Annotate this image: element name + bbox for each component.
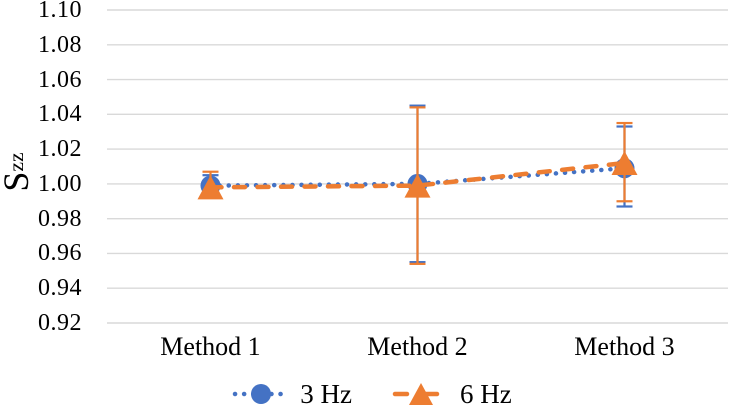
marker-6hz-1 [197, 175, 224, 200]
legend-label-3hz: 3 Hz [300, 378, 352, 409]
y-tick-label-0.98: 0.98 [38, 205, 82, 232]
y-tick-label-1.02: 1.02 [38, 136, 82, 163]
marker-6hz-3 [611, 151, 638, 176]
legend: 3 Hz 6 Hz [0, 376, 744, 412]
marker-6hz-2 [404, 173, 431, 198]
series-line-3hz [208, 165, 627, 188]
y-tick-label-1.10: 1.10 [38, 0, 82, 23]
y-tick-label-0.92: 0.92 [38, 310, 82, 336]
legend-label-6hz: 6 Hz [460, 378, 512, 409]
y-tick-label-1.08: 1.08 [38, 31, 82, 58]
x-category-label-3: Method 3 [574, 332, 675, 361]
legend-item-3hz: 3 Hz [232, 379, 352, 410]
legend-swatch-6hz-icon [392, 383, 450, 405]
y-tick-label-0.94: 0.94 [38, 275, 82, 302]
y-tick-label-1.04: 1.04 [38, 101, 82, 128]
legend-item-6hz: 6 Hz [392, 379, 512, 410]
y-tick-label-1.06: 1.06 [38, 66, 82, 93]
legend-swatch-3hz-icon [233, 384, 290, 404]
series-line-6hz [208, 160, 627, 190]
y-tick-label-1.00: 1.00 [38, 170, 82, 197]
x-category-label-2: Method 2 [367, 332, 468, 361]
x-category-label-1: Method 1 [160, 332, 261, 361]
y-tick-label-0.96: 0.96 [38, 240, 82, 267]
